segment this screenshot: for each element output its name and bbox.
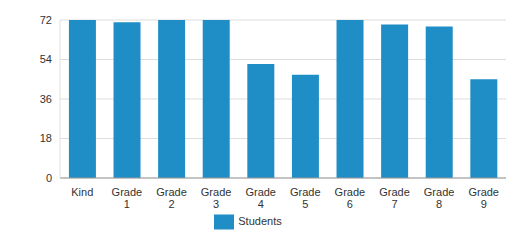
html-text:Students: Students [238,214,282,227]
svg-text:Grade2: Grade2 [156,186,187,210]
svg-text:36: 36 [40,93,52,105]
svg-text:Grade4: Grade4 [245,186,276,210]
svg-text:Grade5: Grade5 [290,186,321,210]
svg-text:Grade6: Grade6 [335,186,366,210]
svg-text:0: 0 [46,172,52,184]
svg-text:Grade9: Grade9 [468,186,499,210]
svg-text:Kind: Kind [71,186,93,198]
svg-text:72: 72 [40,14,52,26]
svg-text:Grade7: Grade7 [379,186,410,210]
svg-text:Grade1: Grade1 [112,186,143,210]
svg-text:Grade8: Grade8 [424,186,455,210]
svg-text:18: 18 [40,132,52,144]
svg-text:Grade3: Grade3 [201,186,232,210]
svg-text:54: 54 [40,53,52,65]
